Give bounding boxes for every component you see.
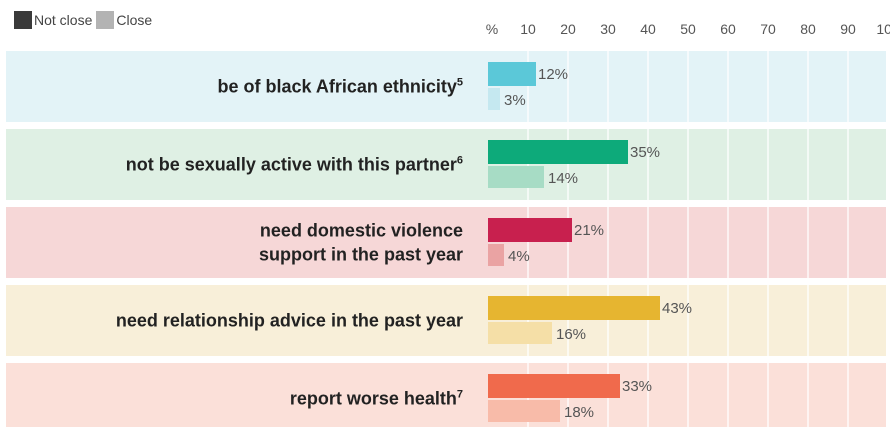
- x-tick-label: 20: [560, 21, 576, 37]
- category-label-line: report worse health: [290, 389, 457, 409]
- x-tick-label: 70: [760, 21, 776, 37]
- legend-swatch-not-close: [14, 11, 32, 29]
- x-tick-label: 50: [680, 21, 696, 37]
- bar-close: [488, 244, 504, 266]
- row-background: [6, 51, 886, 122]
- category-label-line: need domestic violence: [260, 221, 463, 241]
- x-tick-label: 90: [840, 21, 856, 37]
- bar-not-close: [488, 62, 536, 86]
- bar-close: [488, 166, 544, 188]
- category-label: need domestic violence support in the pas…: [259, 221, 463, 265]
- category-superscript: 5: [457, 77, 463, 89]
- category-label-line: need relationship advice in the past yea…: [116, 311, 463, 331]
- data-label-close: 16%: [556, 326, 586, 343]
- legend-item-not-close: Not close: [14, 11, 92, 29]
- data-label-not-close: 35%: [630, 144, 660, 161]
- x-tick-label: 30: [600, 21, 616, 37]
- data-label-close: 18%: [564, 404, 594, 421]
- row-background: [6, 129, 886, 200]
- bar-close: [488, 322, 552, 344]
- bar-not-close: [488, 374, 620, 398]
- x-tick-label: 100: [876, 21, 890, 37]
- bar-close: [488, 400, 560, 422]
- bar-close: [488, 88, 500, 110]
- category-label-line: not be sexually active with this partner: [126, 155, 457, 175]
- bar-not-close: [488, 218, 572, 242]
- bar-not-close: [488, 140, 628, 164]
- category-superscript: 6: [457, 155, 463, 167]
- data-label-not-close: 12%: [538, 66, 568, 83]
- data-label-not-close: 43%: [662, 300, 692, 317]
- bar-not-close: [488, 296, 660, 320]
- category-label: not be sexually active with this partner…: [126, 155, 463, 175]
- data-label-close: 14%: [548, 170, 578, 187]
- data-label-not-close: 33%: [622, 378, 652, 395]
- x-tick-label: 60: [720, 21, 736, 37]
- category-label: be of black African ethnicity5: [217, 77, 463, 97]
- row-background: [6, 363, 886, 427]
- category-label-line: be of black African ethnicity: [217, 77, 456, 97]
- x-tick-label: 80: [800, 21, 816, 37]
- legend-swatch-close: [96, 11, 115, 29]
- x-tick-label: 10: [520, 21, 536, 37]
- legend-label-not-close: Not close: [34, 12, 93, 28]
- category-label: need relationship advice in the past yea…: [116, 311, 463, 331]
- data-label-close: 4%: [508, 248, 530, 265]
- category-superscript: 7: [457, 389, 463, 401]
- legend-item-close: Close: [96, 11, 152, 29]
- data-label-not-close: 21%: [574, 222, 604, 239]
- legend: Not close Close: [14, 10, 156, 30]
- row-background: [6, 207, 886, 278]
- data-label-close: 3%: [504, 92, 526, 109]
- x-axis-unit-label: %: [486, 21, 498, 37]
- row-background: [6, 285, 886, 356]
- x-tick-label: 40: [640, 21, 656, 37]
- legend-label-close: Close: [116, 12, 153, 28]
- category-label: report worse health7: [290, 389, 463, 409]
- category-label-line: support in the past year: [259, 245, 463, 265]
